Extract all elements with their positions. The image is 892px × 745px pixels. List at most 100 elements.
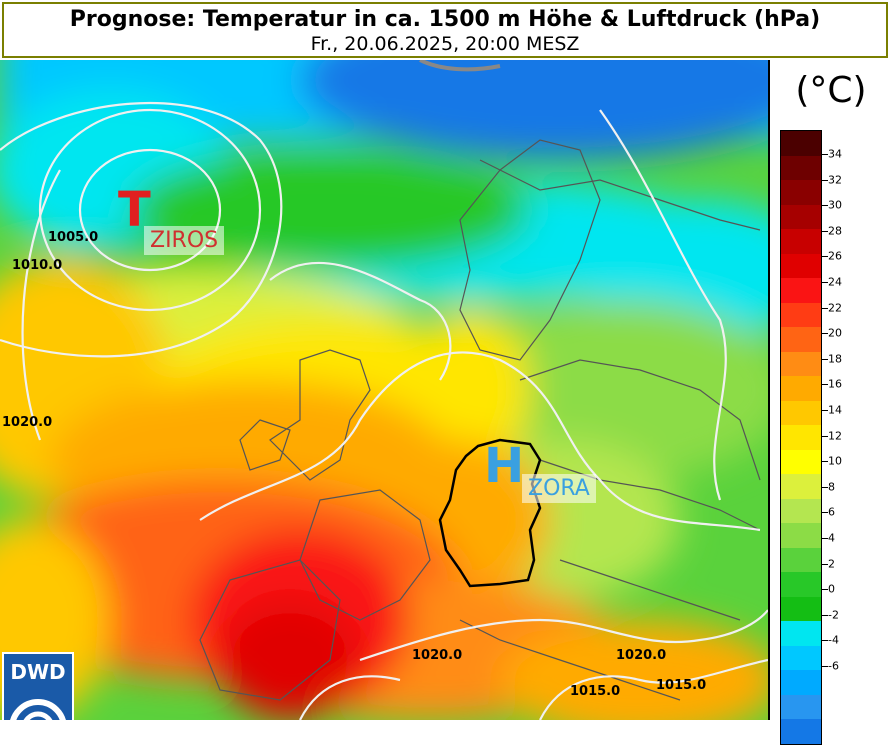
legend-tick — [822, 435, 828, 437]
dwd-logo: DWD — [2, 652, 74, 720]
legend-tick-label: 4 — [828, 531, 835, 545]
legend-tick-label: 30 — [828, 198, 842, 212]
legend-tick — [822, 512, 828, 514]
legend-tick-label: -4 — [828, 633, 839, 647]
legend-tick — [822, 666, 828, 667]
legend-tick — [822, 154, 828, 155]
legend-tick-label: 32 — [828, 173, 842, 187]
legend-swatch — [781, 400, 821, 426]
legend-tick — [822, 589, 828, 591]
legend-swatch — [781, 155, 821, 181]
legend-tick — [822, 640, 828, 642]
legend-tick-label: -6 — [828, 659, 839, 673]
isobar-label: 1020.0 — [616, 648, 667, 663]
legend-tick — [822, 410, 828, 411]
color-legend: (°C) 34 32 30 28 26 24 22 20 18 16 14 12 10 8 6 4 2 0 -2 -4… — [768, 60, 892, 745]
legend-colorbar — [780, 130, 822, 745]
legend-tick-label: 18 — [828, 352, 842, 366]
temperature-map — [0, 60, 768, 720]
country-borders — [199, 139, 761, 701]
legend-tick — [822, 563, 828, 565]
legend-swatch — [781, 547, 821, 573]
legend-swatch — [781, 425, 821, 451]
isobar-south-west — [299, 675, 401, 720]
legend-tick-label: 20 — [828, 326, 842, 340]
legend-tick — [822, 333, 828, 335]
isobar-label: 1010.0 — [12, 258, 63, 273]
isobar-1015 — [0, 101, 283, 358]
legend-swatch — [781, 180, 821, 206]
legend-tick-label: 8 — [828, 480, 835, 494]
legend-swatch — [781, 670, 821, 696]
legend-tick — [822, 384, 828, 386]
isobar-label: 1020.0 — [412, 648, 463, 663]
legend-tick — [822, 307, 828, 309]
legend-swatch — [781, 229, 821, 255]
isobar-label: 1020.0 — [2, 415, 53, 430]
legend-tick — [822, 614, 828, 616]
legend-swatch — [781, 645, 821, 671]
legend-tick-label: -2 — [828, 608, 839, 622]
map-subtitle: Fr., 20.06.2025, 20:00 MESZ — [310, 33, 580, 55]
isobar-1020-central — [199, 351, 761, 532]
legend-tick-label: 10 — [828, 454, 842, 468]
legend-tick — [822, 205, 828, 207]
isobar-1010 — [38, 108, 262, 312]
legend-tick-label: 12 — [828, 429, 842, 443]
isobar-label: 1015.0 — [656, 678, 707, 693]
low-pressure-name: ZIROS — [144, 226, 225, 255]
map-title: Prognose: Temperatur in ca. 1500 m Höhe … — [69, 7, 821, 32]
legend-swatch — [781, 474, 821, 500]
isobars — [0, 101, 768, 720]
dwd-swirl-icon — [10, 699, 66, 720]
legend-tick — [822, 282, 828, 283]
legend-swatch — [781, 376, 821, 402]
sea-edge — [419, 60, 501, 72]
isobar-label: 1005.0 — [48, 230, 99, 245]
isobar-label: 1015.0 — [570, 684, 621, 699]
isobar-1015-south — [539, 658, 768, 720]
legend-tick-label: 22 — [828, 301, 842, 315]
legend-swatch — [781, 327, 821, 353]
legend-tick-label: 0 — [828, 582, 835, 596]
legend-tick-label: 6 — [828, 505, 835, 519]
legend-tick-label: 2 — [828, 557, 835, 571]
legend-swatch — [781, 351, 821, 377]
legend-swatch — [781, 302, 821, 328]
isobar-1020-south — [359, 609, 768, 662]
isobar-1005 — [78, 148, 222, 272]
legend-tick-label: 34 — [828, 147, 842, 161]
legend-tick — [822, 486, 828, 488]
legend-swatch — [781, 621, 821, 647]
legend-tick — [822, 461, 828, 463]
legend-swatch — [781, 572, 821, 598]
map-area: 1005.0 1010.0 1020.0 1020.0 1020.0 1015.… — [0, 60, 768, 720]
legend-tick — [822, 538, 828, 539]
legend-swatch — [781, 523, 821, 549]
legend-unit: (°C) — [795, 70, 867, 111]
legend-tick-label: 16 — [828, 377, 842, 391]
high-pressure-symbol: H — [484, 438, 525, 494]
legend-swatch — [781, 694, 821, 720]
legend-tick-label: 26 — [828, 249, 842, 263]
legend-swatch — [781, 278, 821, 304]
legend-tick — [822, 358, 828, 360]
legend-swatch — [781, 253, 821, 279]
high-pressure-name: ZORA — [522, 474, 596, 503]
legend-tick-label: 24 — [828, 275, 842, 289]
legend-swatch — [781, 449, 821, 475]
legend-swatch — [781, 596, 821, 622]
title-box: Prognose: Temperatur in ca. 1500 m Höhe … — [2, 2, 888, 58]
legend-tick — [822, 256, 828, 258]
legend-tick — [822, 179, 828, 181]
dwd-logo-text: DWD — [10, 660, 66, 684]
legend-swatch — [781, 131, 821, 157]
isobar-1015-central — [269, 261, 452, 381]
isobar-1015-east — [599, 109, 727, 501]
legend-tick — [822, 230, 828, 232]
legend-tick-label: 14 — [828, 403, 842, 417]
legend-swatch — [781, 204, 821, 230]
legend-swatch — [781, 719, 821, 745]
legend-tick-label: 28 — [828, 224, 842, 238]
germany-outline — [438, 438, 542, 588]
